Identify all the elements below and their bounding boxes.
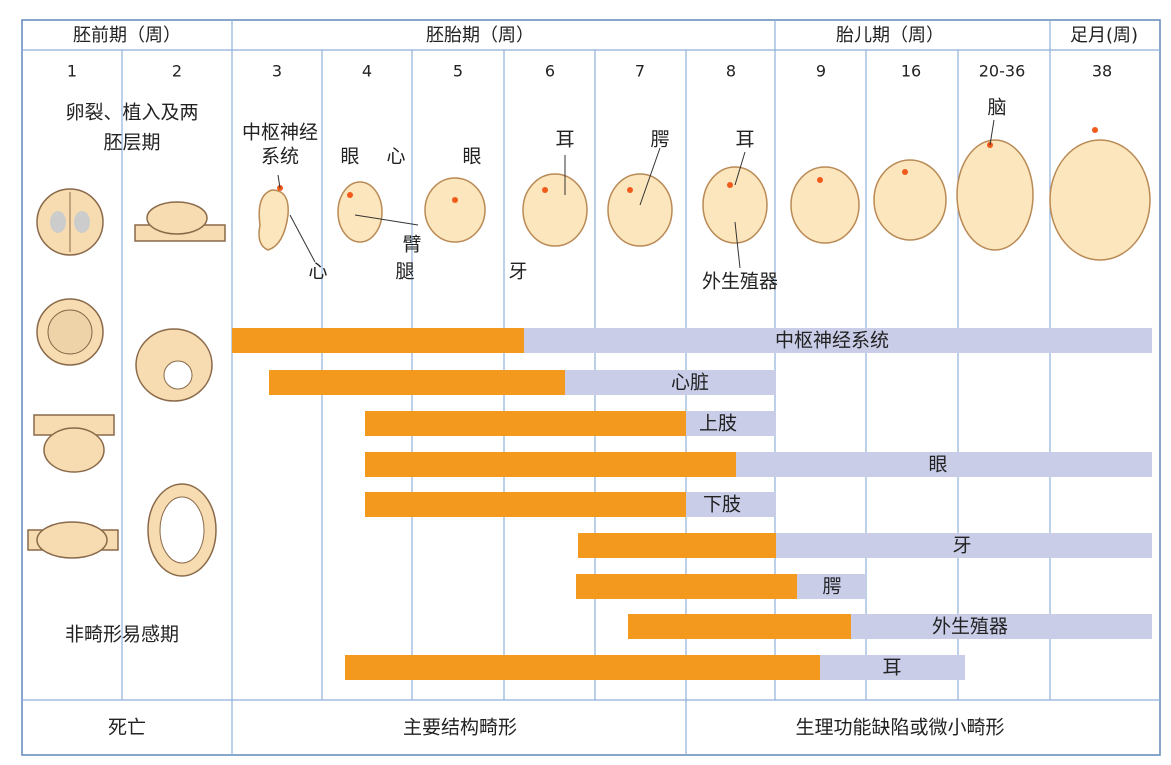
week-label: 2	[172, 62, 182, 81]
week-label: 4	[362, 62, 372, 81]
embryo-label: 外生殖器	[702, 271, 778, 293]
outcome: 生理功能缺陷或微小畸形	[795, 717, 1004, 739]
system-label: 上肢	[699, 413, 737, 435]
embryo-label: 腿	[395, 261, 414, 283]
period-header: 胚胎期（周）	[426, 25, 534, 46]
week-label: 38	[1092, 62, 1112, 81]
bars	[232, 328, 1152, 680]
week-label: 6	[545, 62, 555, 81]
period-header: 足月(周)	[1070, 25, 1138, 46]
embryo-label: 眼	[340, 146, 359, 168]
embryo-label: 中枢神经	[242, 122, 318, 144]
embryo-label: 腭	[650, 129, 669, 151]
system-label: 外生殖器	[932, 616, 1008, 638]
embryo-label: 牙	[508, 261, 527, 283]
system-label: 中枢神经系统	[775, 330, 889, 352]
system-label: 眼	[928, 454, 947, 476]
embryo-label: 耳	[555, 129, 574, 151]
week-label: 5	[453, 62, 463, 81]
embryos	[258, 119, 1151, 269]
embryo-label: 系统	[261, 146, 299, 168]
early-cells	[27, 188, 226, 577]
week-label: 9	[816, 62, 826, 81]
period-header: 胎儿期（周）	[836, 25, 944, 46]
week-label: 1	[67, 62, 77, 81]
embryo-label: 脑	[987, 97, 1006, 119]
week-label: 3	[272, 62, 282, 81]
embryo-label: 臂	[402, 234, 421, 256]
embryo-label: 心	[386, 146, 405, 168]
system-label: 腭	[822, 576, 841, 598]
stage-note: 胚层期	[103, 132, 160, 154]
week-label: 16	[901, 62, 921, 81]
system-label: 下肢	[703, 494, 741, 516]
week-label: 8	[726, 62, 736, 81]
stage-note: 非畸形易感期	[65, 624, 179, 646]
week-row: 1 2 3 4 5 6 7 8 9 16 20-36 38	[67, 62, 1112, 81]
embryo-label: 心	[308, 261, 327, 283]
stage-note: 卵裂、植入及两	[65, 102, 198, 124]
period-header: 胚前期（周）	[73, 25, 181, 46]
system-label: 牙	[952, 535, 971, 557]
system-label: 心脏	[671, 372, 709, 394]
embryo-label: 耳	[735, 129, 754, 151]
outcome: 主要结构畸形	[403, 717, 517, 739]
week-label: 7	[635, 62, 645, 81]
system-label: 耳	[882, 657, 901, 679]
frame	[21, 19, 1161, 756]
outcome: 死亡	[108, 717, 146, 739]
week-label: 20-36	[979, 62, 1026, 81]
embryo-label: 眼	[462, 146, 481, 168]
